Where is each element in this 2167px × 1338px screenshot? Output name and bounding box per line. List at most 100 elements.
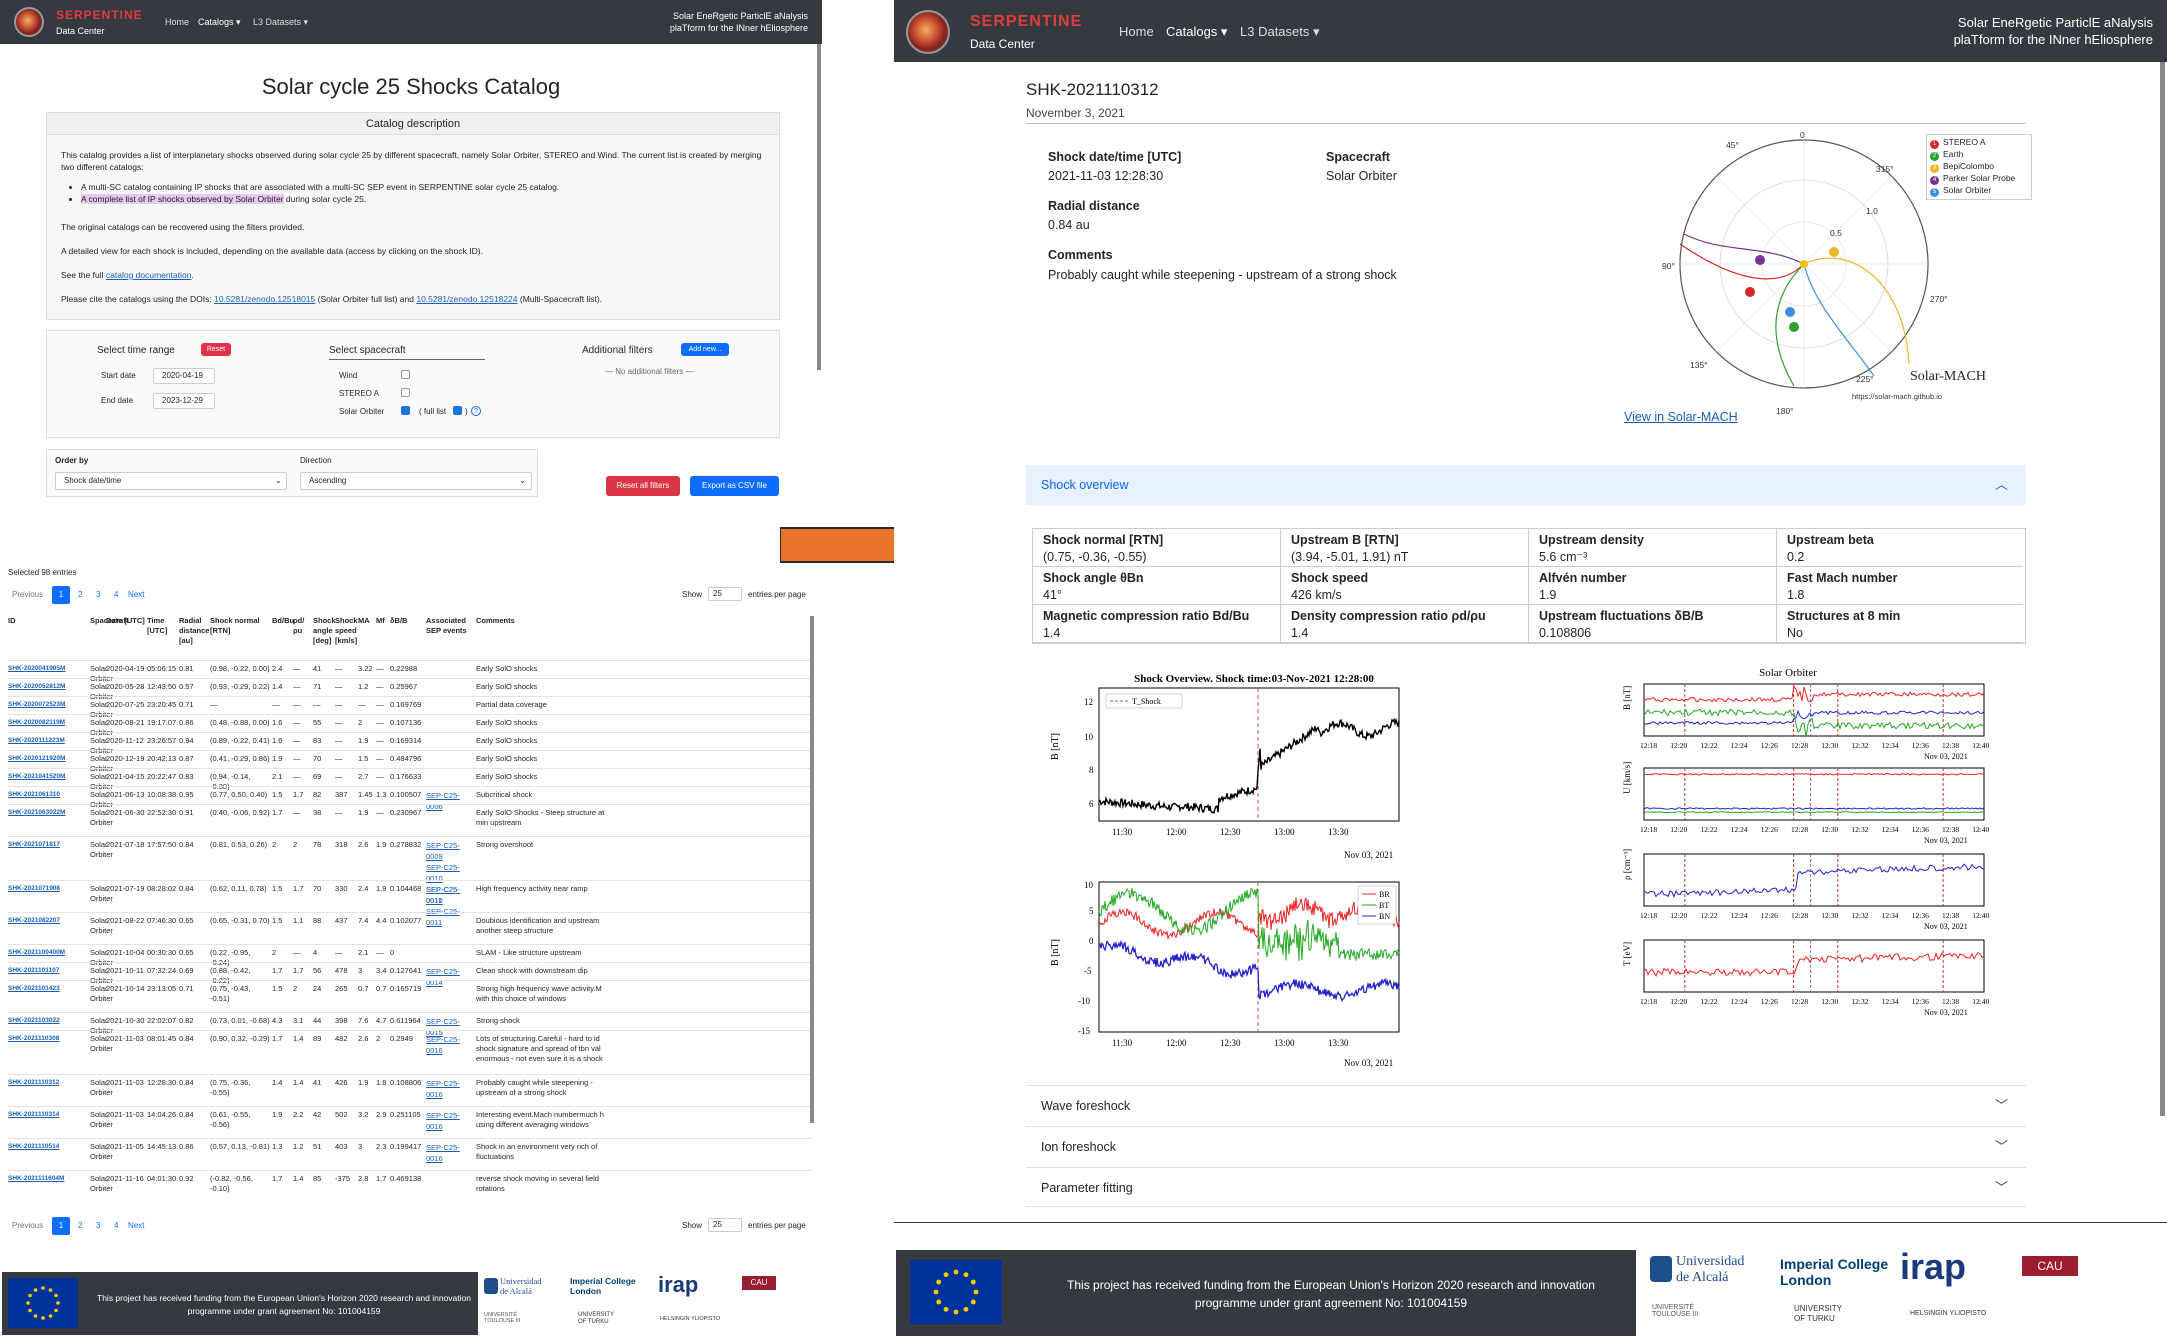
serpentine-logo[interactable] — [906, 10, 950, 54]
pagination-page-3-bottom[interactable]: 3 — [96, 1221, 101, 1230]
order-by-select[interactable]: Shock date/time — [55, 472, 287, 490]
add-filter-button[interactable]: Add new... — [681, 343, 729, 356]
view-in-solar-mach-link[interactable]: View in Solar-MACH — [1624, 410, 1738, 424]
sep-event-link[interactable]: SEP-C25-0006 — [426, 791, 460, 811]
shock-overview-header[interactable]: Shock overview ︿ — [1026, 465, 2026, 505]
shock-id-link[interactable]: SHK-2021101107 — [8, 967, 60, 974]
sep-event-link[interactable]: SEP-C25-0016 — [426, 1035, 460, 1055]
shock-id-link[interactable]: SHK-2021082207 — [8, 917, 61, 924]
start-date-input[interactable]: 2020-04-19 — [153, 368, 215, 384]
shock-id-link[interactable]: SHK-2021100400M — [8, 949, 66, 956]
serpentine-logo[interactable] — [14, 7, 44, 37]
shock-id-link[interactable]: SHK-2021110312 — [8, 1079, 60, 1086]
sep-event-link[interactable]: SEP-C25-0016 — [426, 1111, 460, 1131]
shock-id-link[interactable]: SHK-2021110314 — [8, 1111, 60, 1118]
shock-id-link[interactable]: SHK-2020111223M — [8, 737, 65, 744]
entries-per-page-select[interactable]: 25 — [708, 587, 742, 601]
doi-link-solo[interactable]: 10.5281/zenodo.12518015 — [214, 294, 316, 304]
shock-id-link[interactable]: SHK-2020121920M — [8, 755, 66, 762]
brand-name[interactable]: SERPENTINE — [56, 8, 143, 22]
shock-id-link[interactable]: SHK-2020082119M — [8, 719, 66, 726]
column-header[interactable]: MA — [358, 616, 370, 625]
column-header[interactable]: δB/B — [390, 616, 408, 625]
shock-id-link[interactable]: SHK-2020052812M — [8, 683, 66, 690]
shock-id-link[interactable]: SHK-2021110514 — [8, 1143, 60, 1150]
pagination-next-bottom[interactable]: Next — [128, 1221, 145, 1230]
shock-id-link[interactable]: SHK-2021063022M — [8, 809, 66, 816]
wind-checkbox[interactable] — [401, 370, 410, 379]
reset-time-button[interactable]: Reset — [201, 343, 231, 356]
column-header[interactable]: Time [UTC] — [147, 616, 168, 635]
column-header[interactable]: Shock speed [km/s] — [335, 616, 358, 645]
table-cell: 1.9 — [376, 884, 387, 893]
column-header[interactable]: ID — [8, 616, 16, 625]
shock-id-link[interactable]: SHK-2021110308 — [8, 1035, 60, 1042]
page-scrollbar[interactable] — [817, 44, 821, 370]
shock-id-link[interactable]: SHK-2021101423 — [8, 985, 60, 992]
shock-id-link[interactable]: SHK-2021061310 — [8, 791, 61, 798]
column-header[interactable]: Associated SEP events — [426, 616, 467, 635]
pagination-page-3[interactable]: 3 — [96, 590, 101, 599]
stereo-a-checkbox[interactable] — [401, 388, 410, 397]
pagination-next[interactable]: Next — [128, 590, 145, 599]
sep-event-link[interactable]: SEP-C25-0009 — [426, 841, 460, 861]
page-scrollbar[interactable] — [2160, 62, 2165, 1116]
catalog-documentation-link[interactable]: catalog documentation — [105, 270, 192, 280]
column-header[interactable]: Shock angle [deg] — [313, 616, 336, 645]
sep-event-link[interactable]: SEP-C25-0016 — [426, 1143, 460, 1163]
pagination-page-1-bottom[interactable]: 1 — [52, 1217, 70, 1235]
brand-name[interactable]: SERPENTINE — [970, 13, 1083, 30]
doi-link-multi[interactable]: 10.5281/zenodo.12518224 — [416, 294, 518, 304]
nav-catalogs[interactable]: Catalogs ▾ — [198, 17, 241, 27]
shock-id-link[interactable]: SHK-2021071817 — [8, 841, 61, 848]
column-header[interactable]: Date [UTC] — [106, 616, 145, 625]
ion-foreshock-accordion[interactable]: Ion foreshock ﹀ — [1026, 1126, 2026, 1166]
export-csv-button[interactable]: Export as CSV file — [690, 476, 779, 496]
direction-select[interactable]: Ascending — [300, 472, 532, 490]
solar-orbiter-checkbox[interactable] — [401, 406, 410, 415]
pagination-previous-bottom[interactable]: Previous — [12, 1221, 44, 1230]
column-header[interactable]: ρd/ρu — [293, 616, 305, 635]
column-header[interactable]: Bd/Bu — [272, 616, 295, 625]
column-header[interactable]: Mf — [376, 616, 385, 625]
table-cell: 0.169769 — [390, 700, 422, 709]
nav-catalogs[interactable]: Catalogs ▾ — [1166, 24, 1228, 39]
nav-home[interactable]: Home — [165, 17, 190, 27]
shock-id-link[interactable]: SHK-2021071908 — [8, 885, 61, 892]
nav-home[interactable]: Home — [1119, 24, 1154, 39]
shock-id-link[interactable]: SHK-2020041905M — [8, 665, 66, 672]
help-icon[interactable]: ? — [471, 406, 481, 416]
spacecraft-marker-icon: 2 — [1930, 152, 1939, 161]
sep-event-link[interactable]: SEP-C25-0014 — [426, 967, 460, 987]
sep-event-link[interactable]: SEP-C25-0011 — [426, 885, 460, 905]
reset-all-filters-button[interactable]: Reset all filters — [606, 476, 680, 496]
column-header[interactable]: Comments — [476, 616, 515, 625]
full-list-checkbox[interactable] — [453, 406, 462, 415]
end-date-input[interactable]: 2023-12-29 — [153, 393, 215, 409]
nav-l3-datasets[interactable]: L3 Datasets ▾ — [253, 17, 309, 27]
pagination-page-1[interactable]: 1 — [52, 586, 70, 604]
shock-id-link[interactable]: SHK-2021041520M — [8, 773, 66, 780]
table-cell: 2.6 — [358, 840, 369, 849]
pagination-page-4-bottom[interactable]: 4 — [114, 1221, 119, 1230]
wave-foreshock-accordion[interactable]: Wave foreshock ﹀ — [1026, 1085, 2026, 1125]
shock-id-link[interactable]: SHK-2020072523M — [8, 701, 66, 708]
parameter-fitting-accordion[interactable]: Parameter fitting ﹀ — [1026, 1167, 2026, 1207]
sep-event-link[interactable]: SEP-C25-0010 — [426, 863, 460, 883]
sep-event-link[interactable]: SEP-C25-0011 — [426, 907, 460, 927]
column-header[interactable]: Radial distance [au] — [179, 616, 210, 645]
pagination-page-2-bottom[interactable]: 2 — [78, 1221, 83, 1230]
nav-l3-datasets[interactable]: L3 Datasets ▾ — [1240, 24, 1320, 39]
table-scrollbar[interactable] — [810, 616, 814, 1123]
pagination-page-4[interactable]: 4 — [114, 590, 119, 599]
pagination-previous[interactable]: Previous — [12, 590, 44, 599]
sep-event-link[interactable]: SEP-C25-0016 — [426, 1079, 460, 1099]
column-header[interactable]: Shock normal [RTN] — [210, 616, 260, 635]
entries-per-page-select-bottom[interactable]: 25 — [708, 1218, 742, 1232]
sep-event-link[interactable]: SEP-C25-0015 — [426, 1017, 460, 1037]
shock-id-link[interactable]: SHK-2021103022 — [8, 1017, 60, 1024]
sep-event-link[interactable]: SEP-C25-0010 — [426, 885, 460, 905]
shock-id-link[interactable]: SHK-2021111604M — [8, 1175, 65, 1182]
column-header[interactable]: Spacecraft — [90, 616, 129, 625]
pagination-page-2[interactable]: 2 — [78, 590, 83, 599]
